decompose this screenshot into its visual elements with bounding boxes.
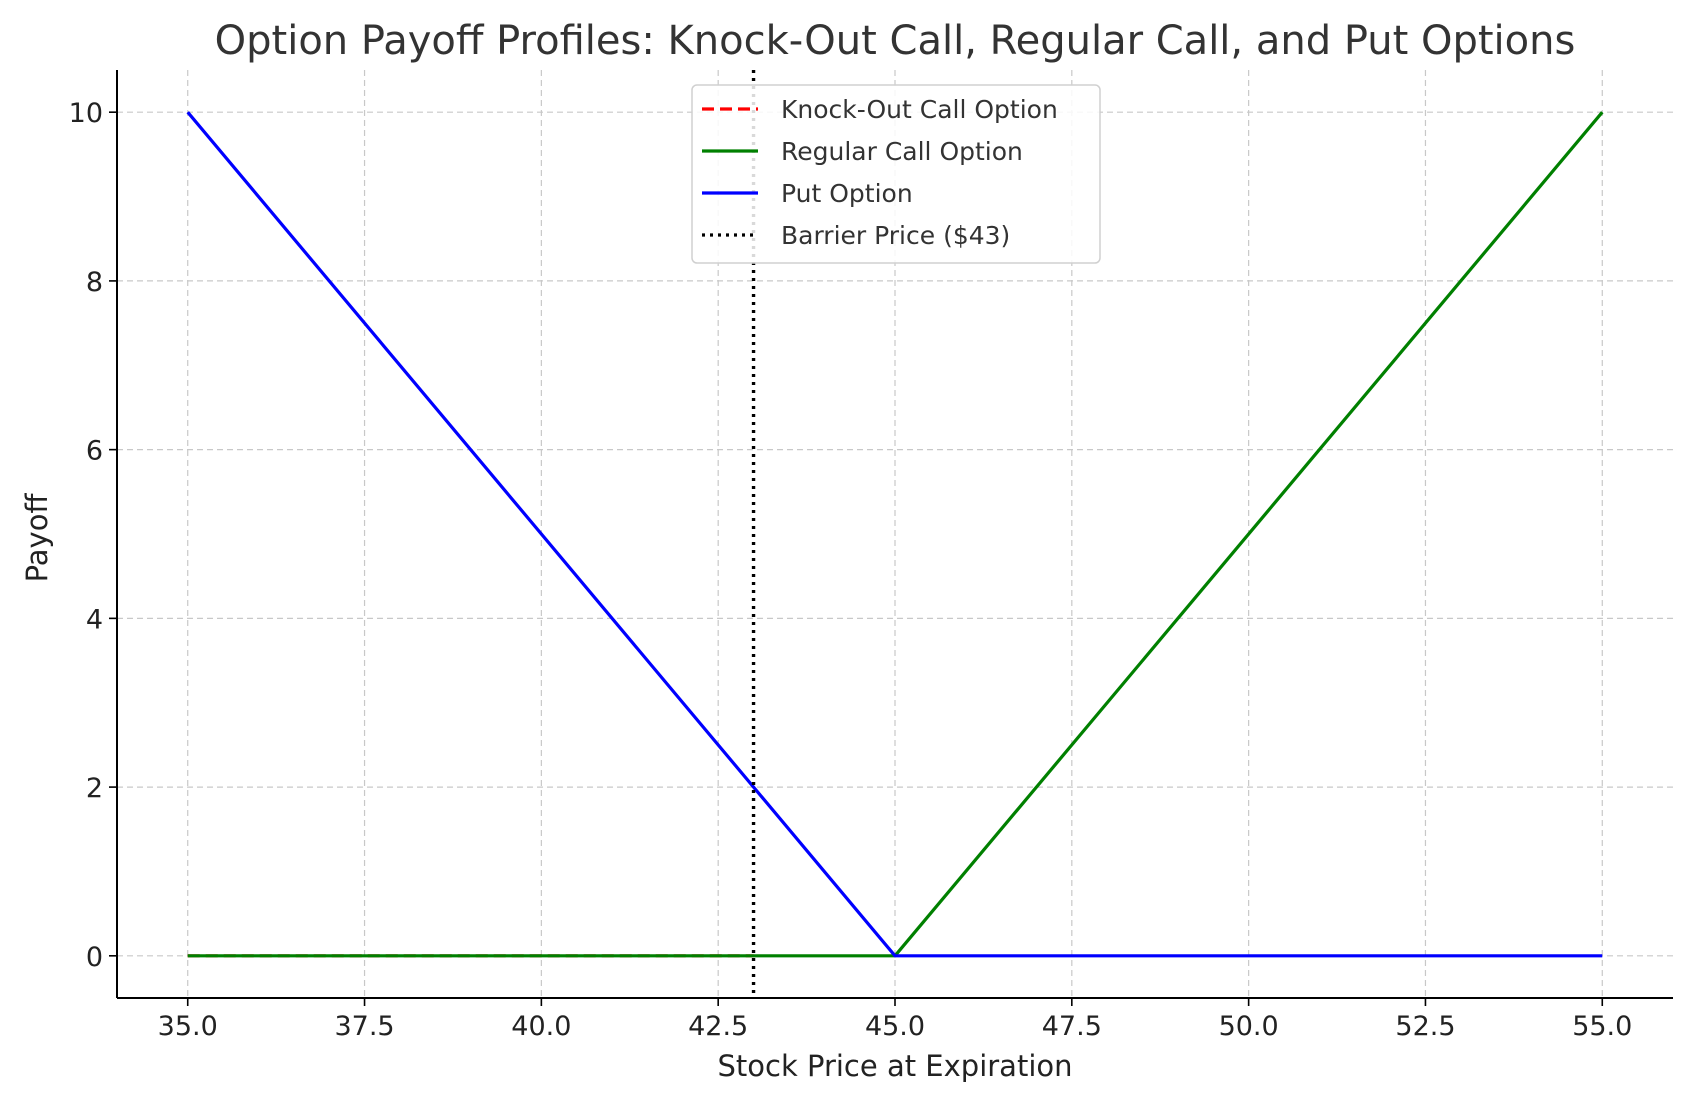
y-tick-label: 2 [86, 773, 103, 804]
chart-title: Option Payoff Profiles: Knock-Out Call, … [215, 18, 1576, 64]
x-tick-label: 40.0 [511, 1011, 571, 1042]
x-tick-label: 45.0 [865, 1011, 925, 1042]
x-tick-label: 35.0 [158, 1011, 218, 1042]
legend-box [691, 84, 1101, 264]
legend: Knock-Out Call Option Regular Call Option… [691, 84, 1101, 264]
ticks: 35.0 37.5 40.0 42.5 45.0 47.5 50.0 52.5 55.0 0 2 4 6… [69, 98, 1633, 1042]
y-tick-label: 8 [86, 267, 103, 298]
y-axis-label: Payoff [20, 493, 54, 583]
x-tick-label: 47.5 [1042, 1011, 1102, 1042]
x-tick-label: 50.0 [1219, 1011, 1279, 1042]
x-axis-label: Stock Price at Expiration [718, 1049, 1073, 1083]
legend-label-3: Barrier Price ($43) [781, 221, 1010, 250]
legend-label-0: Knock-Out Call Option [781, 95, 1058, 124]
series-line-2 [186, 111, 1603, 958]
x-tick-label: 37.5 [334, 1011, 394, 1042]
legend-label-2: Put Option [781, 179, 913, 208]
legend-label-1: Regular Call Option [781, 137, 1023, 166]
y-tick-label: 6 [86, 436, 103, 467]
y-tick-label: 4 [86, 604, 103, 635]
x-tick-label: 55.0 [1572, 1011, 1632, 1042]
y-tick-label: 10 [69, 98, 103, 129]
x-tick-label: 42.5 [688, 1011, 748, 1042]
y-tick-label: 0 [86, 942, 103, 973]
x-tick-label: 52.5 [1395, 1011, 1455, 1042]
